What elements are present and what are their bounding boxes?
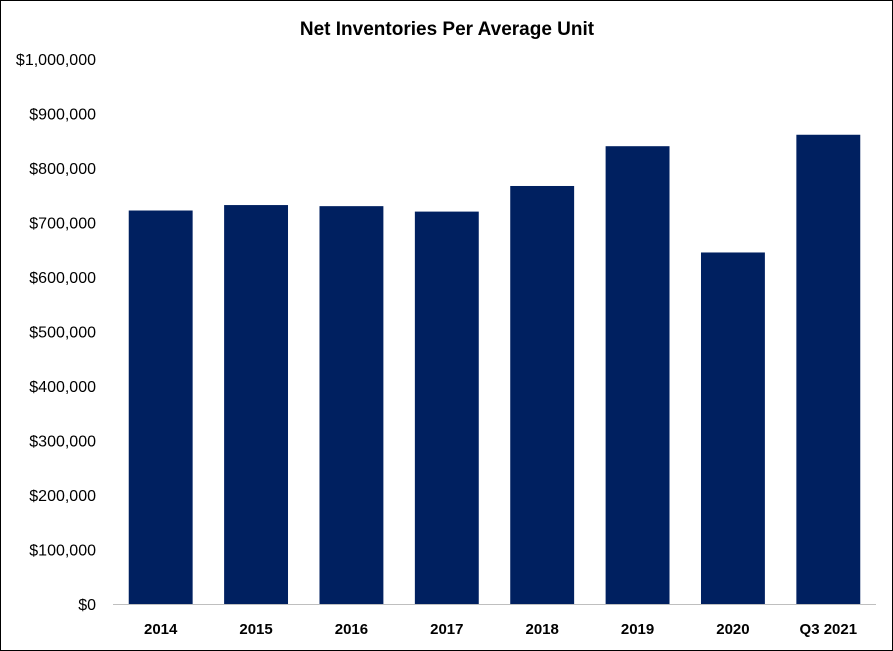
- bar-2020: [700, 252, 765, 604]
- x-tick-label: 2016: [335, 621, 368, 638]
- bar-2015: [224, 205, 289, 604]
- bar-2018: [510, 185, 575, 605]
- x-tick-label: 2020: [716, 621, 749, 638]
- bar-2017: [414, 211, 479, 604]
- y-tick-label: $500,000: [29, 325, 96, 342]
- x-tick-label: 2015: [239, 621, 272, 638]
- bar-2019: [605, 146, 670, 604]
- bar-q3-2021: [796, 134, 861, 604]
- y-tick-label: $100,000: [29, 543, 96, 560]
- y-tick-label: $200,000: [29, 488, 96, 505]
- bar-2016: [319, 206, 384, 604]
- bar-2014: [128, 210, 193, 604]
- bars: [128, 134, 861, 605]
- y-axis-ticks: $0 $100,000 $200,000 $300,000 $400,000 $500,0…: [16, 52, 96, 614]
- y-tick-label: $1,000,000: [16, 52, 96, 69]
- y-tick-label: $400,000: [29, 379, 96, 396]
- y-tick-label: $800,000: [29, 161, 96, 178]
- x-tick-label: Q3 2021: [800, 621, 858, 638]
- x-tick-label: 2018: [526, 621, 559, 638]
- chart-title: Net Inventories Per Average Unit: [300, 19, 595, 40]
- y-tick-label: $900,000: [29, 107, 96, 124]
- y-tick-label: $600,000: [29, 270, 96, 287]
- x-axis-ticks: 2014 2015 2016 2017 2018 2019 2020 Q3 2021: [144, 621, 857, 638]
- y-tick-label: $0: [78, 597, 96, 614]
- y-tick-label: $700,000: [29, 216, 96, 233]
- y-tick-label: $300,000: [29, 434, 96, 451]
- x-tick-label: 2017: [430, 621, 463, 638]
- x-tick-label: 2019: [621, 621, 654, 638]
- x-tick-label: 2014: [144, 621, 178, 638]
